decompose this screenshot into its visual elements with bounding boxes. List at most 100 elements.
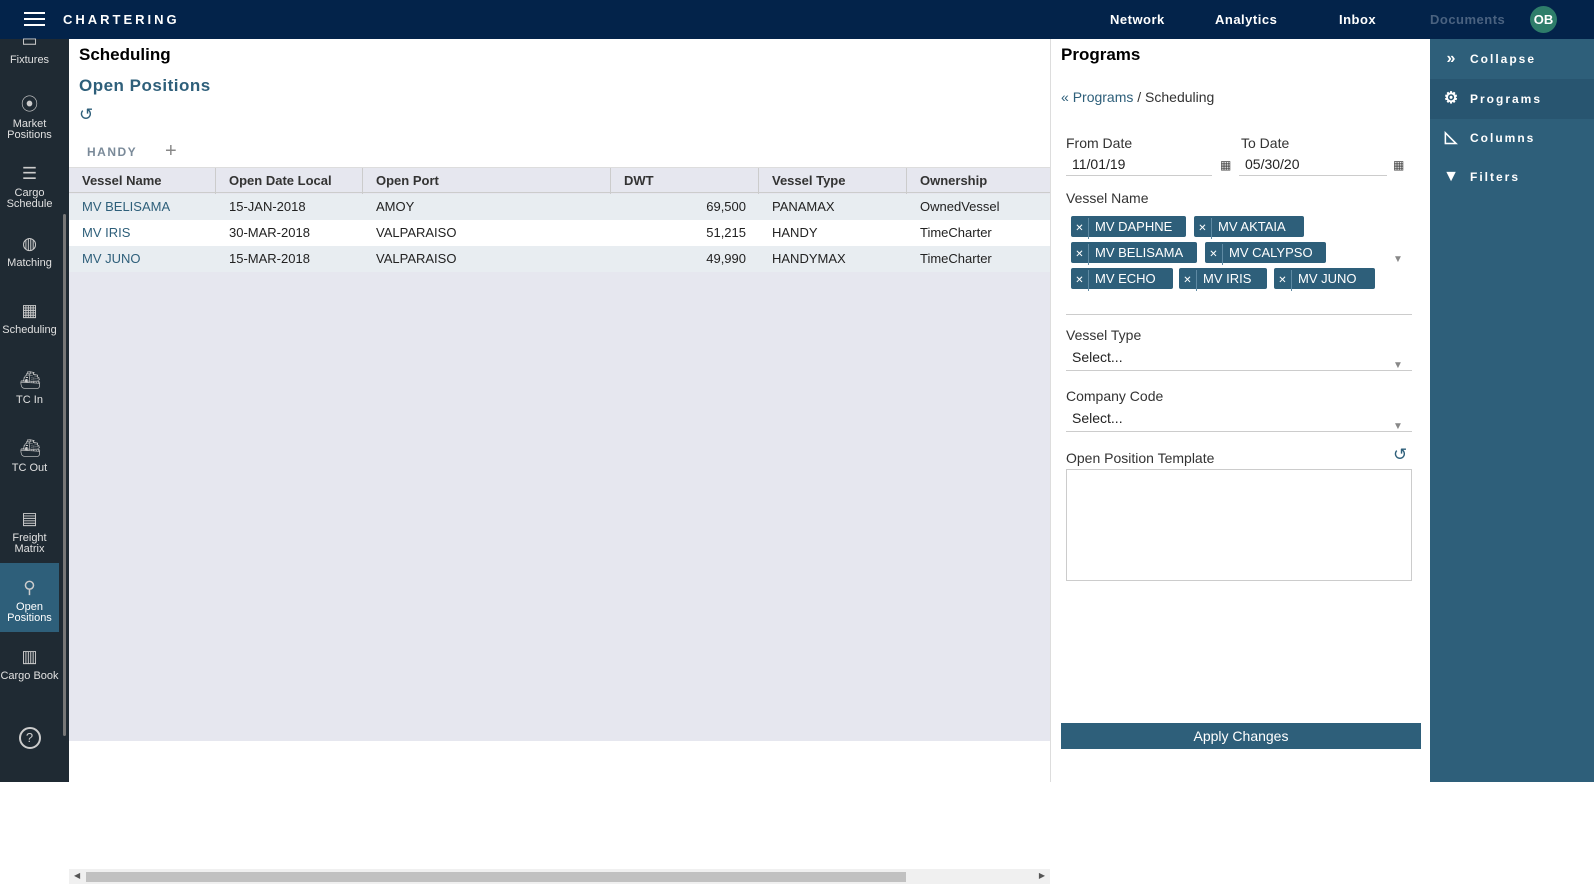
data-grid: Vessel Name Open Date Local Open Port DW… [69,167,1050,884]
calendar-icon[interactable]: ▦ [1393,158,1405,172]
chip-label: MV BELISAMA [1095,245,1184,260]
vessel-chip[interactable]: ✕ MV IRIS [1179,268,1267,291]
sidebar-item-market-positions[interactable]: ⦿ Market Positions [0,95,59,141]
sidebar-item-open-positions[interactable]: ⚲ Open Positions [0,563,59,632]
to-date-input[interactable]: 05/30/20 [1239,152,1387,176]
table-cell: 69,500 [706,199,746,214]
programs-panel: Programs « Programs / Scheduling From Da… [1050,39,1430,782]
nav-network[interactable]: Network [1110,12,1165,27]
table-cell: MV IRIS [82,225,131,240]
template-textarea[interactable] [1066,469,1412,581]
horizontal-scrollbar[interactable]: ◀ ▶ [69,869,1050,884]
to-date-label: To Date [1241,135,1290,151]
sidebar-item-freight-matrix[interactable]: ▤ Freight Matrix [0,509,59,555]
column-header[interactable]: Vessel Name [69,168,216,194]
sidebar-item-fixtures[interactable]: ▭ Fixtures [0,31,59,71]
sidebar-item-label: Matching [7,257,52,269]
apply-changes-button[interactable]: Apply Changes [1061,723,1421,749]
add-tab-icon[interactable]: + [165,140,177,162]
filter-icon: ▼ [1443,168,1461,185]
rail-columns[interactable]: ◺ Columns [1430,118,1594,158]
chip-label: MV ECHO [1095,271,1156,286]
page-subtitle: Open Positions [79,76,211,95]
chip-label: MV JUNO [1298,271,1357,286]
chevron-down-icon[interactable]: ▼ [1393,254,1403,265]
sidebar-item-cargo-schedule[interactable]: ☰ Cargo Schedule [0,164,59,210]
rail-collapse[interactable]: » Collapse [1430,39,1594,79]
side-tool-rail: » Collapse ⚙ Programs ◺ Columns ▼ Filters [1430,39,1594,782]
vessel-chip[interactable]: ✕ MV JUNO [1274,268,1375,291]
sidebar-item-label: Cargo Book [0,670,59,682]
table-cell: 15-JAN-2018 [229,199,306,214]
scroll-right-icon[interactable]: ▶ [1038,871,1045,880]
remove-chip-icon[interactable]: ✕ [1071,270,1089,291]
gear-icon: ⚙ [1443,90,1461,107]
sidebar-scrollbar[interactable] [63,214,66,736]
chip-label: MV AKTAIA [1218,219,1286,234]
from-date-input[interactable]: 11/01/19 [1066,152,1212,176]
remove-chip-icon[interactable]: ✕ [1071,244,1089,265]
column-header[interactable]: Ownership [920,173,988,188]
rail-programs[interactable]: ⚙ Programs [1430,79,1594,119]
remove-chip-icon[interactable]: ✕ [1071,218,1089,239]
table-row[interactable]: MV JUNO 15-MAR-2018 VALPARAISO 49,990 HANDYM… [69,246,1050,272]
column-header[interactable]: Open Port [363,168,611,194]
sidebar-item-cargo-book[interactable]: ▥ Cargo Book [0,647,59,682]
sidebar-item-label: TC In [16,394,43,406]
table-cell: MV JUNO [82,251,141,266]
reset-template-icon[interactable]: ↺ [1393,445,1408,464]
ship-in-icon: ⛴ [19,371,42,390]
calendar-icon: ▦ [21,301,38,320]
breadcrumb-programs-link[interactable]: Programs [1072,89,1134,105]
rail-filters[interactable]: ▼ Filters [1430,157,1594,197]
sidebar-item-matching[interactable]: ◍ Matching [0,234,59,269]
sidebar-item-tc-in[interactable]: ⛴ TC In [0,371,59,406]
table-row[interactable]: MV IRIS 30-MAR-2018 VALPARAISO 51,215 HANDY T… [69,220,1050,246]
remove-chip-icon[interactable]: ✕ [1205,244,1223,265]
column-header[interactable]: Open Date Local [216,168,363,194]
column-header[interactable]: Vessel Type [759,168,907,194]
hamburger-menu-icon[interactable] [24,12,45,27]
back-chevron-icon[interactable]: « [1061,89,1069,105]
table-row[interactable]: MV BELISAMA 15-JAN-2018 AMOY 69,500 PANAMAX O… [69,194,1050,220]
vessel-chip[interactable]: ✕ MV CALYPSO [1205,242,1326,265]
vessel-name-multiselect[interactable]: ✕ MV DAPHNE ✕ MV AKTAIA ✕ MV BELISAMA ✕ MV C… [1066,215,1412,315]
vessel-chip[interactable]: ✕ MV AKTAIA [1194,216,1304,239]
vessel-chip[interactable]: ✕ MV BELISAMA [1071,242,1197,265]
help-icon: ? [18,727,41,749]
vessel-type-label: Vessel Type [1066,327,1142,343]
table-cell: TimeCharter [920,251,992,266]
remove-chip-icon[interactable]: ✕ [1194,218,1212,239]
scroll-left-icon[interactable]: ◀ [74,871,81,880]
help-button[interactable]: ? [0,727,59,753]
avatar[interactable]: OB [1530,6,1557,33]
vessel-chip[interactable]: ✕ MV DAPHNE [1071,216,1186,239]
sidebar-item-scheduling[interactable]: ▦ Scheduling [0,301,59,336]
breadcrumb: « Programs / Scheduling [1061,89,1214,105]
top-bar: CHARTERING Network Analytics Inbox Docum… [0,0,1594,39]
scrollbar-thumb[interactable] [86,872,906,882]
column-header[interactable]: DWT [611,168,759,194]
company-code-select[interactable]: Select... ▼ [1066,406,1412,432]
chip-label: MV CALYPSO [1229,245,1313,260]
table-cell: HANDY [772,225,818,240]
remove-chip-icon[interactable]: ✕ [1179,270,1197,291]
nav-documents[interactable]: Documents [1430,12,1506,27]
chevron-down-icon: ▼ [1393,421,1403,432]
sidebar-item-label: Open Positions [7,601,52,624]
nav-inbox[interactable]: Inbox [1339,12,1377,27]
vessel-chip[interactable]: ✕ MV ECHO [1071,268,1173,291]
sidebar-item-tc-out[interactable]: ⛴ TC Out [0,439,59,474]
vessel-type-select[interactable]: Select... ▼ [1066,345,1412,371]
nav-analytics[interactable]: Analytics [1215,12,1278,27]
reset-icon[interactable]: ↺ [79,105,94,124]
sidebar-item-label: Freight Matrix [12,532,47,555]
remove-chip-icon[interactable]: ✕ [1274,270,1292,291]
vessel-type-value: Select... [1072,349,1123,365]
calendar-icon[interactable]: ▦ [1220,158,1232,172]
table-cell: TimeCharter [920,225,992,240]
table-cell: HANDYMAX [772,251,846,266]
tab-handy[interactable]: HANDY [87,145,138,159]
template-label: Open Position Template [1066,450,1215,466]
breadcrumb-current: Scheduling [1145,89,1215,105]
